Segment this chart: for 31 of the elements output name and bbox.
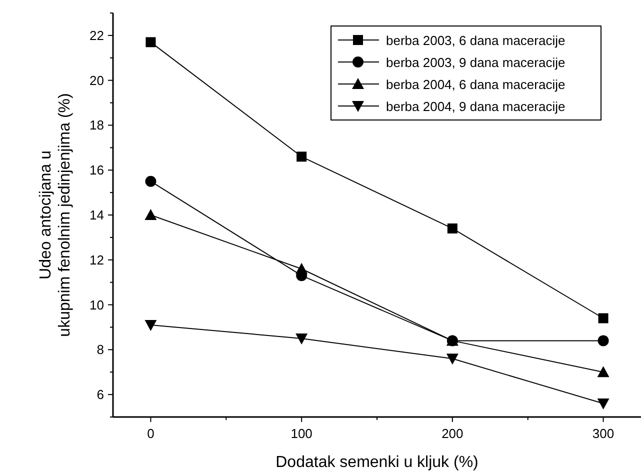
point — [447, 223, 458, 234]
point — [597, 366, 610, 378]
point — [598, 335, 609, 346]
point — [296, 152, 307, 162]
y-tick-label: 14 — [90, 208, 104, 222]
point — [146, 37, 156, 48]
y-axis-title: Udeo antocijana u ukupnim fenolnim jedinjenjima (%) — [38, 93, 74, 337]
y-tick-label: 16 — [90, 162, 104, 178]
point — [296, 333, 308, 344]
x-tick-label: 100 — [290, 426, 312, 441]
x-tick-label: 200 — [442, 426, 464, 441]
y-tick-label: 10 — [90, 297, 104, 312]
y-tick-label: 22 — [90, 28, 104, 43]
x-tick-label: 300 — [592, 426, 614, 441]
point — [144, 209, 157, 220]
legend-label: berba 2003, 9 dana maceracije — [386, 55, 566, 70]
y-tick-label: 18 — [90, 118, 104, 133]
point — [598, 313, 608, 324]
y-tick-label: 8 — [96, 342, 104, 358]
point — [446, 354, 458, 365]
legend-label: berba 2004, 9 dana maceracije — [386, 99, 566, 114]
point — [144, 320, 157, 331]
x-axis-title: Dodatak semenki u kljuk (%) — [276, 454, 478, 471]
legend-label: berba 2004, 6 dana maceracije — [386, 77, 566, 92]
x-tick-label: 0 — [147, 426, 154, 441]
point — [145, 176, 156, 187]
y-tick-label: 6 — [96, 387, 104, 402]
y-tick-label: 20 — [90, 72, 104, 88]
legend-label: berba 2003, 6 dana maceracije — [386, 33, 566, 48]
point — [597, 398, 610, 410]
y-tick-label: 12 — [90, 252, 104, 268]
